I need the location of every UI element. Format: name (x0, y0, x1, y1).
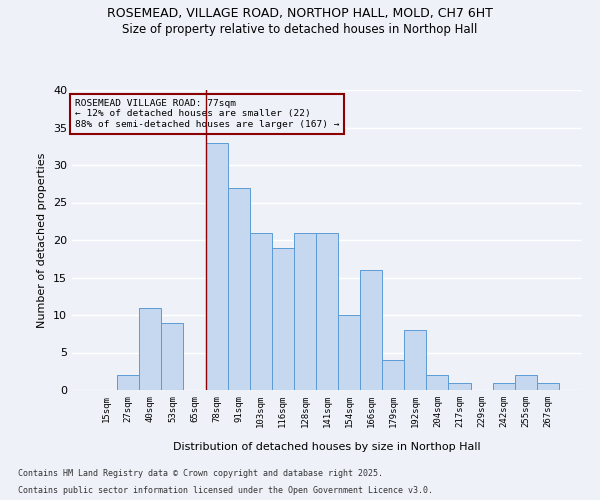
Text: Size of property relative to detached houses in Northop Hall: Size of property relative to detached ho… (122, 22, 478, 36)
Bar (272, 248, 294, 390)
Bar (537, 382, 559, 390)
Y-axis label: Number of detached properties: Number of detached properties (37, 152, 47, 328)
Bar (338, 315, 360, 390)
Text: ROSEMEAD, VILLAGE ROAD, NORTHOP HALL, MOLD, CH7 6HT: ROSEMEAD, VILLAGE ROAD, NORTHOP HALL, MO… (107, 8, 493, 20)
Bar (427, 375, 448, 390)
Text: Distribution of detached houses by size in Northop Hall: Distribution of detached houses by size … (173, 442, 481, 452)
Bar (139, 308, 161, 390)
Text: Contains public sector information licensed under the Open Government Licence v3: Contains public sector information licen… (18, 486, 433, 495)
Bar (161, 322, 184, 390)
Bar (227, 188, 250, 390)
Text: ROSEMEAD VILLAGE ROAD: 77sqm
← 12% of detached houses are smaller (22)
88% of se: ROSEMEAD VILLAGE ROAD: 77sqm ← 12% of de… (74, 99, 339, 129)
Bar (117, 375, 139, 390)
Bar (493, 382, 515, 390)
Bar (316, 232, 338, 390)
Bar (448, 382, 470, 390)
Bar (360, 270, 382, 390)
Bar (294, 232, 316, 390)
Text: Contains HM Land Registry data © Crown copyright and database right 2025.: Contains HM Land Registry data © Crown c… (18, 468, 383, 477)
Bar (515, 375, 537, 390)
Bar (382, 360, 404, 390)
Bar (404, 330, 427, 390)
Bar (206, 142, 227, 390)
Bar (250, 232, 272, 390)
